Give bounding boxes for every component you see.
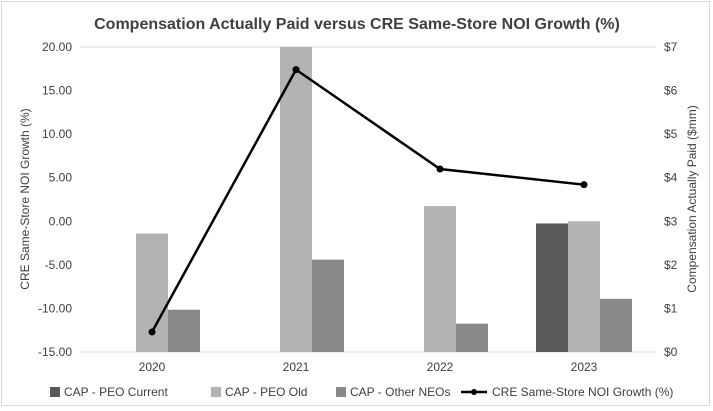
left-tick-label: 5.00 bbox=[49, 171, 73, 185]
legend-swatch-peo-current bbox=[50, 387, 60, 397]
legend-label-peo-old: CAP - PEO Old bbox=[225, 385, 307, 399]
noi-growth-line bbox=[150, 67, 585, 333]
right-axis-ticks: $0 $1 $2 $3 $4 $5 $6 $7 bbox=[664, 40, 678, 359]
left-axis-title: CRE Same-Store NOI Growth (%) bbox=[18, 108, 32, 289]
legend-swatch-other-neos bbox=[336, 387, 346, 397]
left-axis-ticks: -15.00 -10.00 -5.00 0.00 5.00 10.00 15.00 20.00 bbox=[38, 40, 72, 359]
left-tick-label: 15.00 bbox=[42, 84, 72, 98]
left-tick-label: -5.00 bbox=[45, 258, 73, 272]
legend-label-noi-growth: CRE Same-Store NOI Growth (%) bbox=[492, 385, 673, 399]
legend-swatch-peo-old bbox=[211, 387, 221, 397]
chart-frame: Compensation Actually Paid versus CRE Sa… bbox=[1, 1, 710, 406]
right-tick-label: $3 bbox=[664, 214, 678, 228]
right-axis-title: Compensation Actually Paid ($mm) bbox=[685, 105, 699, 292]
left-tick-label: 10.00 bbox=[42, 127, 72, 141]
noi-growth-point-2023 bbox=[580, 181, 588, 189]
right-tick-label: $1 bbox=[664, 301, 678, 315]
bar-cap-peo-old-2023 bbox=[568, 221, 600, 352]
x-tick-label: 2022 bbox=[427, 360, 454, 374]
noi-growth-point-2021 bbox=[292, 66, 300, 74]
left-tick-label: -15.00 bbox=[38, 345, 72, 359]
bar-series-group bbox=[136, 47, 632, 352]
x-tick-label: 2023 bbox=[571, 360, 598, 374]
legend-label-other-neos: CAP - Other NEOs bbox=[350, 385, 450, 399]
bar-cap-peo-old-2022 bbox=[424, 206, 456, 352]
bar-cap-other-neos-2021 bbox=[312, 259, 344, 352]
x-axis-ticks: 2020 2021 2022 2023 bbox=[139, 360, 598, 374]
noi-growth-point-2020 bbox=[148, 328, 156, 336]
x-tick-label: 2021 bbox=[283, 360, 310, 374]
bar-cap-other-neos-2023 bbox=[600, 298, 632, 352]
bar-cap-other-neos-2022 bbox=[456, 323, 488, 352]
noi-growth-point-2022 bbox=[436, 165, 444, 173]
left-tick-label: 0.00 bbox=[49, 214, 73, 228]
bar-cap-other-neos-2020 bbox=[168, 309, 200, 352]
right-tick-label: $7 bbox=[664, 40, 678, 54]
bar-cap-peo-current-2023 bbox=[536, 223, 568, 352]
chart-title: Compensation Actually Paid versus CRE Sa… bbox=[94, 16, 620, 33]
right-tick-label: $2 bbox=[664, 258, 678, 272]
right-tick-label: $4 bbox=[664, 171, 678, 185]
right-tick-label: $6 bbox=[664, 84, 678, 98]
left-tick-label: -10.00 bbox=[38, 301, 72, 315]
legend: CAP - PEO Current CAP - PEO Old CAP - Ot… bbox=[50, 385, 673, 399]
legend-marker-noi-growth bbox=[471, 389, 477, 395]
right-tick-label: $5 bbox=[664, 127, 678, 141]
legend-label-peo-current: CAP - PEO Current bbox=[64, 385, 168, 399]
left-tick-label: 20.00 bbox=[42, 40, 72, 54]
right-tick-label: $0 bbox=[664, 345, 678, 359]
bar-cap-peo-old-2021 bbox=[280, 47, 312, 352]
x-tick-label: 2020 bbox=[139, 360, 166, 374]
line-series-group bbox=[148, 66, 588, 336]
